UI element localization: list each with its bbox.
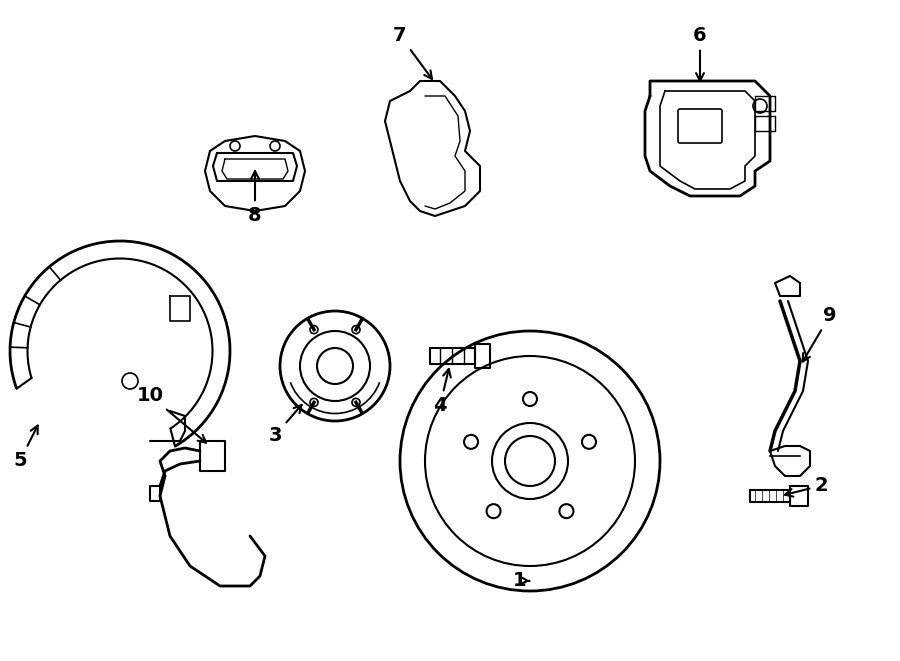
Text: 5: 5 (14, 426, 38, 470)
Text: 2: 2 (785, 476, 829, 496)
Text: 6: 6 (693, 26, 706, 81)
Text: 9: 9 (803, 306, 837, 362)
Text: 10: 10 (137, 386, 206, 443)
Text: 7: 7 (393, 26, 432, 79)
Text: 1: 1 (513, 571, 529, 590)
Text: 3: 3 (268, 405, 302, 445)
Text: 8: 8 (248, 171, 262, 225)
Text: 4: 4 (433, 369, 451, 415)
